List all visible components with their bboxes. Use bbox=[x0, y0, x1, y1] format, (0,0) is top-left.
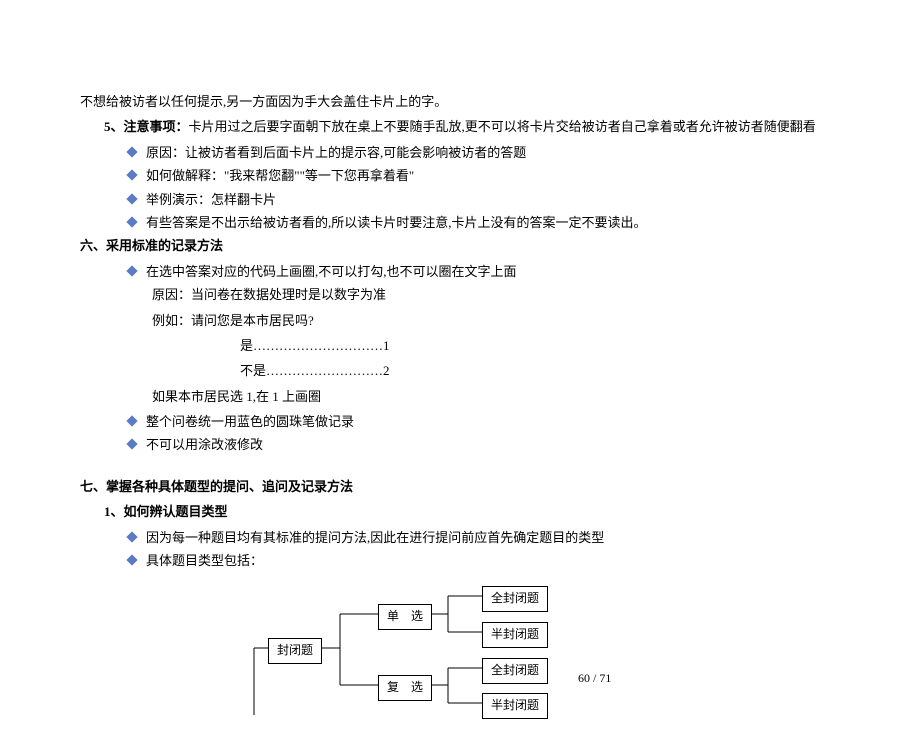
section6-example-label: 例如：请问您是本市居民吗? bbox=[80, 309, 840, 332]
bullet-text: 举例演示：怎样翻卡片 bbox=[146, 188, 276, 211]
section7-bullet: 具体题目类型包括： bbox=[80, 549, 840, 572]
section6-bullet: 整个问卷统一用蓝色的圆珠笔做记录 bbox=[80, 410, 840, 433]
diamond-icon bbox=[126, 265, 137, 276]
diagram-node-root: 封闭题 bbox=[268, 638, 322, 664]
section6-example-result: 如果本市居民选 1,在 1 上画圈 bbox=[80, 385, 840, 408]
diamond-icon bbox=[126, 146, 137, 157]
diamond-icon bbox=[126, 554, 137, 565]
question-type-diagram: 封闭题 单 选 复 选 全封闭题 半封闭题 全封闭题 半封闭题 60 / 71 bbox=[190, 580, 690, 715]
diamond-icon bbox=[126, 216, 137, 227]
section6-option2: 不是………………………2 bbox=[80, 359, 840, 382]
bullet-text: 有些答案是不出示给被访者看的,所以读卡片时要注意,卡片上没有的答案一定不要读出。 bbox=[146, 211, 647, 234]
bullet-text: 不可以用涂改液修改 bbox=[146, 433, 263, 456]
bullet-text: 原因：让被访者看到后面卡片上的提示容,可能会影响被访者的答题 bbox=[146, 141, 526, 164]
page-number: 60 / 71 bbox=[578, 668, 611, 690]
section6-bullet: 在选中答案对应的代码上画圈,不可以打勾,也不可以圈在文字上面 bbox=[80, 260, 840, 283]
diamond-icon bbox=[126, 531, 137, 542]
diagram-node-l3a: 全封闭题 bbox=[482, 586, 548, 612]
item5-bullet: 举例演示：怎样翻卡片 bbox=[80, 188, 840, 211]
diagram-node-l3c: 全封闭题 bbox=[482, 658, 548, 684]
diagram-node-l3b: 半封闭题 bbox=[482, 622, 548, 648]
section6-option1: 是…………………………1 bbox=[80, 334, 840, 357]
diamond-icon bbox=[126, 415, 137, 426]
diamond-icon bbox=[126, 193, 137, 204]
item-5: 5、注意事项：卡片用过之后要字面朝下放在桌上不要随手乱放,更不可以将卡片交给被访… bbox=[80, 115, 840, 138]
diagram-node-single: 单 选 bbox=[378, 604, 432, 630]
item5-bullet: 如何做解释："我来帮您翻""等一下您再拿着看" bbox=[80, 164, 840, 187]
section7-bullet: 因为每一种题目均有其标准的提问方法,因此在进行提问前应首先确定题目的类型 bbox=[80, 526, 840, 549]
item5-bullet: 有些答案是不出示给被访者看的,所以读卡片时要注意,卡片上没有的答案一定不要读出。 bbox=[80, 211, 840, 234]
section-6-title: 六、采用标准的记录方法 bbox=[80, 234, 840, 257]
diamond-icon bbox=[126, 439, 137, 450]
bullet-text: 整个问卷统一用蓝色的圆珠笔做记录 bbox=[146, 410, 354, 433]
item-5-label: 5、注意事项： bbox=[104, 119, 189, 134]
item-5-text: 卡片用过之后要字面朝下放在桌上不要随手乱放,更不可以将卡片交给被访者自己拿着或者… bbox=[189, 119, 816, 134]
bullet-text: 具体题目类型包括： bbox=[146, 549, 263, 572]
diamond-icon bbox=[126, 170, 137, 181]
section-7-title: 七、掌握各种具体题型的提问、追问及记录方法 bbox=[80, 475, 840, 498]
opening-line: 不想给被访者以任何提示,另一方面因为手大会盖住卡片上的字。 bbox=[80, 90, 840, 113]
diagram-node-multi: 复 选 bbox=[378, 675, 432, 701]
bullet-text: 因为每一种题目均有其标准的提问方法,因此在进行提问前应首先确定题目的类型 bbox=[146, 526, 604, 549]
diagram-node-l3d: 半封闭题 bbox=[482, 693, 548, 719]
bullet-text: 如何做解释："我来帮您翻""等一下您再拿着看" bbox=[146, 164, 414, 187]
bullet-text: 在选中答案对应的代码上画圈,不可以打勾,也不可以圈在文字上面 bbox=[146, 260, 517, 283]
item5-bullet: 原因：让被访者看到后面卡片上的提示容,可能会影响被访者的答题 bbox=[80, 141, 840, 164]
section6-bullet: 不可以用涂改液修改 bbox=[80, 433, 840, 456]
section-7-sub1: 1、如何辨认题目类型 bbox=[80, 500, 840, 523]
diagram-connectors bbox=[190, 580, 690, 715]
section6-reason: 原因：当问卷在数据处理时是以数字为准 bbox=[80, 283, 840, 306]
